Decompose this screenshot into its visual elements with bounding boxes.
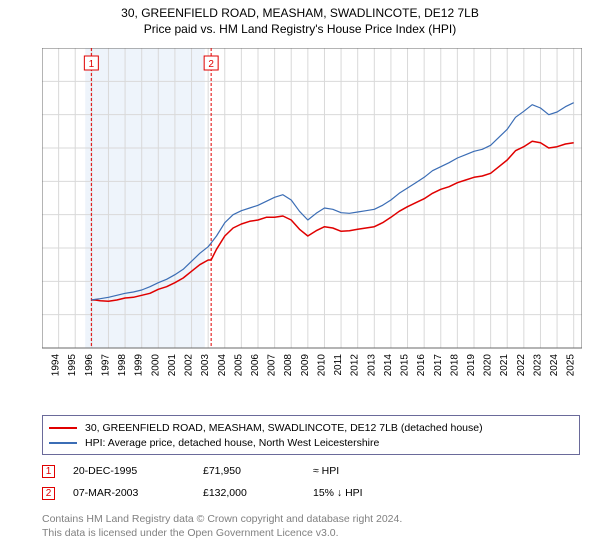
marker-diff: ≈ HPI — [313, 465, 433, 477]
svg-text:2003: 2003 — [200, 354, 211, 377]
svg-text:1997: 1997 — [100, 354, 111, 377]
svg-text:2000: 2000 — [150, 354, 161, 377]
svg-text:1994: 1994 — [51, 354, 62, 377]
svg-text:1993: 1993 — [42, 354, 45, 377]
marker-date: 20-DEC-1995 — [73, 465, 203, 477]
svg-text:2021: 2021 — [499, 354, 510, 377]
svg-text:2005: 2005 — [233, 354, 244, 377]
marker-date: 07-MAR-2003 — [73, 487, 203, 499]
svg-text:2009: 2009 — [300, 354, 311, 377]
legend-label: 30, GREENFIELD ROAD, MEASHAM, SWADLINCOT… — [85, 422, 483, 434]
svg-text:2022: 2022 — [516, 354, 527, 377]
svg-text:2024: 2024 — [549, 354, 560, 377]
marker-table: 1 20-DEC-1995 £71,950 ≈ HPI 2 07-MAR-200… — [42, 460, 580, 504]
svg-text:2010: 2010 — [316, 354, 327, 377]
svg-text:2011: 2011 — [333, 354, 344, 376]
svg-text:1999: 1999 — [134, 354, 145, 377]
svg-text:2008: 2008 — [283, 354, 294, 377]
svg-text:2006: 2006 — [250, 354, 261, 377]
title-line-2: Price paid vs. HM Land Registry's House … — [0, 22, 600, 36]
title-line-1: 30, GREENFIELD ROAD, MEASHAM, SWADLINCOT… — [0, 6, 600, 20]
marker-diff: 15% ↓ HPI — [313, 487, 433, 499]
marker-row: 1 20-DEC-1995 £71,950 ≈ HPI — [42, 460, 580, 482]
marker-number-icon: 2 — [42, 487, 55, 500]
svg-text:2025: 2025 — [566, 354, 577, 377]
legend-label: HPI: Average price, detached house, Nort… — [85, 437, 379, 449]
marker-number-icon: 1 — [42, 465, 55, 478]
footer-note: Contains HM Land Registry data © Crown c… — [42, 512, 402, 540]
svg-text:2002: 2002 — [184, 354, 195, 377]
svg-text:2017: 2017 — [433, 354, 444, 377]
svg-text:2012: 2012 — [350, 354, 361, 377]
svg-text:2016: 2016 — [416, 354, 427, 377]
price-chart: £0£50K£100K£150K£200K£250K£300K£350K£400… — [42, 48, 582, 378]
svg-text:2019: 2019 — [466, 354, 477, 377]
legend-item: HPI: Average price, detached house, Nort… — [49, 435, 573, 450]
footer-line-2: This data is licensed under the Open Gov… — [42, 526, 402, 540]
svg-text:2023: 2023 — [532, 354, 543, 377]
svg-text:2018: 2018 — [449, 354, 460, 377]
svg-text:1996: 1996 — [84, 354, 95, 377]
svg-text:2007: 2007 — [267, 354, 278, 377]
svg-text:2004: 2004 — [217, 354, 228, 377]
marker-price: £71,950 — [203, 465, 313, 477]
svg-text:2020: 2020 — [483, 354, 494, 377]
svg-text:2013: 2013 — [366, 354, 377, 377]
svg-text:2001: 2001 — [167, 354, 178, 377]
svg-text:2014: 2014 — [383, 354, 394, 377]
svg-text:2: 2 — [208, 59, 214, 70]
marker-price: £132,000 — [203, 487, 313, 499]
legend-item: 30, GREENFIELD ROAD, MEASHAM, SWADLINCOT… — [49, 420, 573, 435]
svg-text:1995: 1995 — [67, 354, 78, 377]
marker-row: 2 07-MAR-2003 £132,000 15% ↓ HPI — [42, 482, 580, 504]
svg-text:1: 1 — [89, 59, 95, 70]
footer-line-1: Contains HM Land Registry data © Crown c… — [42, 512, 402, 526]
svg-text:2015: 2015 — [400, 354, 411, 377]
svg-text:1998: 1998 — [117, 354, 128, 377]
legend: 30, GREENFIELD ROAD, MEASHAM, SWADLINCOT… — [42, 415, 580, 455]
